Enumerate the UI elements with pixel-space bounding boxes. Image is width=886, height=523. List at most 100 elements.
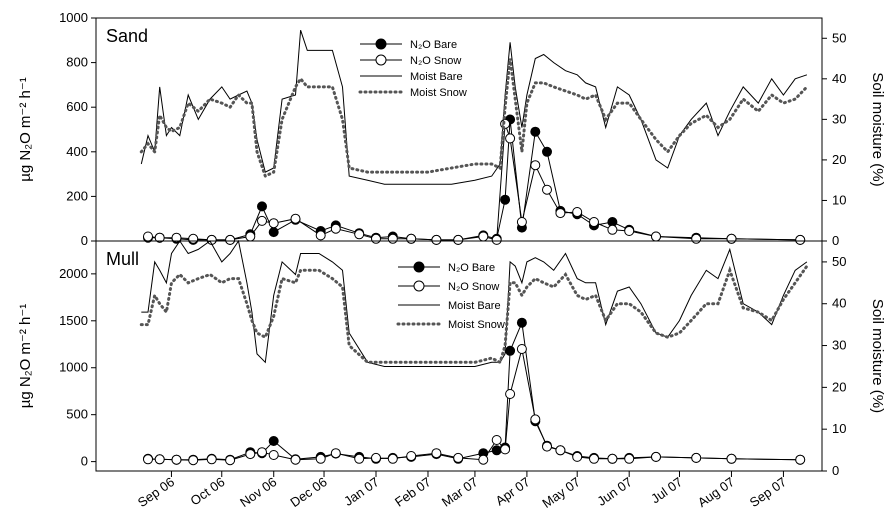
n2o-snow-point: [555, 208, 566, 219]
n2o-snow-point: [371, 452, 381, 463]
n2o-snow-point: [555, 445, 566, 456]
n2o-bare-point: [257, 201, 267, 212]
n2o-snow-point: [542, 184, 552, 195]
n2o-bare-point: [530, 126, 541, 137]
legend-label: Moist Snow: [410, 87, 467, 99]
n2o-snow-point: [371, 233, 381, 244]
n2o-snow-point: [491, 234, 502, 245]
n2o-snow-point: [257, 215, 267, 226]
y-right-tick-label: 10: [832, 421, 846, 436]
y-right-tick-label: 0: [832, 463, 839, 478]
n2o-snow-point: [478, 231, 489, 242]
n2o-snow-point: [171, 454, 182, 465]
n2o-snow-point: [330, 223, 341, 234]
n2o-snow-point: [691, 452, 702, 463]
legend-swatch-n2o-snow: [413, 280, 425, 292]
y-right-tick-label: 30: [832, 111, 846, 126]
y-left-tick-label: 400: [66, 144, 88, 159]
panel-label: Mull: [106, 249, 139, 269]
n2o-snow-point: [406, 233, 417, 244]
n2o-bare-point: [505, 345, 516, 356]
n2o-snow-point: [505, 389, 516, 399]
panel-label: Sand: [106, 26, 148, 46]
legend-label: N₂O Snow: [410, 55, 461, 67]
n2o-bare-point: [491, 445, 502, 456]
y-left-axis-label: µg N₂O m⁻² h⁻¹: [17, 77, 34, 181]
legend-label: Moist Snow: [448, 319, 505, 331]
n2o-snow-point: [572, 451, 583, 462]
n2o-snow-point: [607, 453, 618, 464]
n2o-snow-point: [354, 229, 365, 240]
n2o-snow-point: [154, 232, 165, 243]
n2o-snow-point: [268, 450, 279, 460]
moist-snow-line: [139, 264, 809, 365]
y-right-tick-label: 20: [832, 379, 846, 394]
y-left-tick-label: 600: [66, 99, 88, 114]
n2o-bare-point: [268, 227, 279, 238]
n2o-snow-point: [589, 217, 599, 227]
n2o-snow-line: [147, 123, 801, 241]
legend-swatch-n2o-bare: [375, 38, 387, 50]
n2o-snow-point: [530, 414, 541, 425]
y-left-tick-label: 1000: [59, 10, 88, 25]
n2o-snow-point: [315, 453, 326, 464]
x-tick-label: May 07: [539, 474, 583, 511]
n2o-snow-point: [354, 453, 365, 464]
x-tick-label: Dec 06: [287, 474, 329, 510]
n2o-snow-point: [431, 448, 442, 459]
legend-label: N₂O Bare: [410, 39, 457, 51]
legend-swatch-n2o-snow: [375, 54, 387, 66]
y-right-tick-label: 40: [832, 296, 846, 311]
y-right-tick-label: 30: [832, 338, 846, 353]
mull-panel: 0 500 1000 1500 2000 0 10 20 30 40 50 µg N₂O m⁻² h⁻…: [17, 239, 886, 478]
n2o-bare-line: [147, 320, 801, 461]
legend-label: Moist Bare: [448, 300, 501, 312]
n2o-bare-point: [516, 317, 527, 328]
n2o-snow-point: [726, 453, 737, 464]
n2o-bare-point: [500, 194, 511, 205]
legend-label: N₂O Snow: [448, 281, 499, 293]
y-right-tick-label: 50: [832, 30, 846, 45]
x-tick-label: Jan 07: [341, 474, 382, 509]
n2o-snow-point: [387, 453, 398, 464]
n2o-snow-point: [431, 234, 442, 245]
n2o-snow-point: [225, 455, 236, 466]
x-tick-label: Mar 07: [439, 474, 481, 509]
n2o-snow-point: [453, 452, 464, 463]
n2o-snow-point: [795, 454, 806, 465]
n2o-snow-point: [607, 224, 618, 235]
n2o-bare-line: [148, 119, 801, 241]
moist-bare-line: [140, 30, 808, 185]
x-tick-label: Feb 07: [392, 474, 434, 510]
n2o-snow-point: [516, 344, 527, 354]
n2o-snow-point: [589, 453, 599, 464]
n2o-bare-point: [268, 436, 279, 446]
n2o-snow-point: [154, 454, 165, 465]
y-right-tick-label: 20: [832, 152, 846, 167]
shared-x-axis: Sep 06 Oct 06 Nov 06 Dec 06 Jan 07 Feb 07 Mar …: [135, 471, 789, 511]
n2o-snow-point: [478, 454, 489, 465]
plot-frame: [95, 17, 823, 242]
x-tick-label: Oct 06: [187, 474, 227, 508]
n2o-snow-point: [542, 441, 552, 452]
y-left-tick-label: 200: [66, 188, 88, 203]
legend-label: N₂O Bare: [448, 262, 495, 274]
n2o-snow-point: [315, 230, 326, 241]
x-tick-label: Nov 06: [237, 474, 279, 510]
y-right-axis-label: Soil moisture (%): [869, 299, 886, 413]
legend-swatch-n2o-bare: [413, 261, 425, 273]
moist-bare-line: [141, 239, 808, 367]
y-left-tick-label: 800: [66, 55, 88, 70]
moist-snow-line: [139, 58, 809, 179]
n2o-snow-point: [491, 435, 502, 445]
y-right-axis-label: Soil moisture (%): [869, 72, 886, 186]
n2o-snow-point: [651, 231, 661, 242]
n2o-snow-point: [143, 231, 153, 242]
y-left-tick-label: 1000: [59, 360, 88, 375]
n2o-snow-point: [505, 133, 516, 144]
n2o-snow-point: [795, 234, 806, 245]
n2o-snow-point: [500, 444, 511, 455]
n2o-snow-point: [188, 233, 199, 244]
n2o-snow-point: [245, 449, 256, 460]
